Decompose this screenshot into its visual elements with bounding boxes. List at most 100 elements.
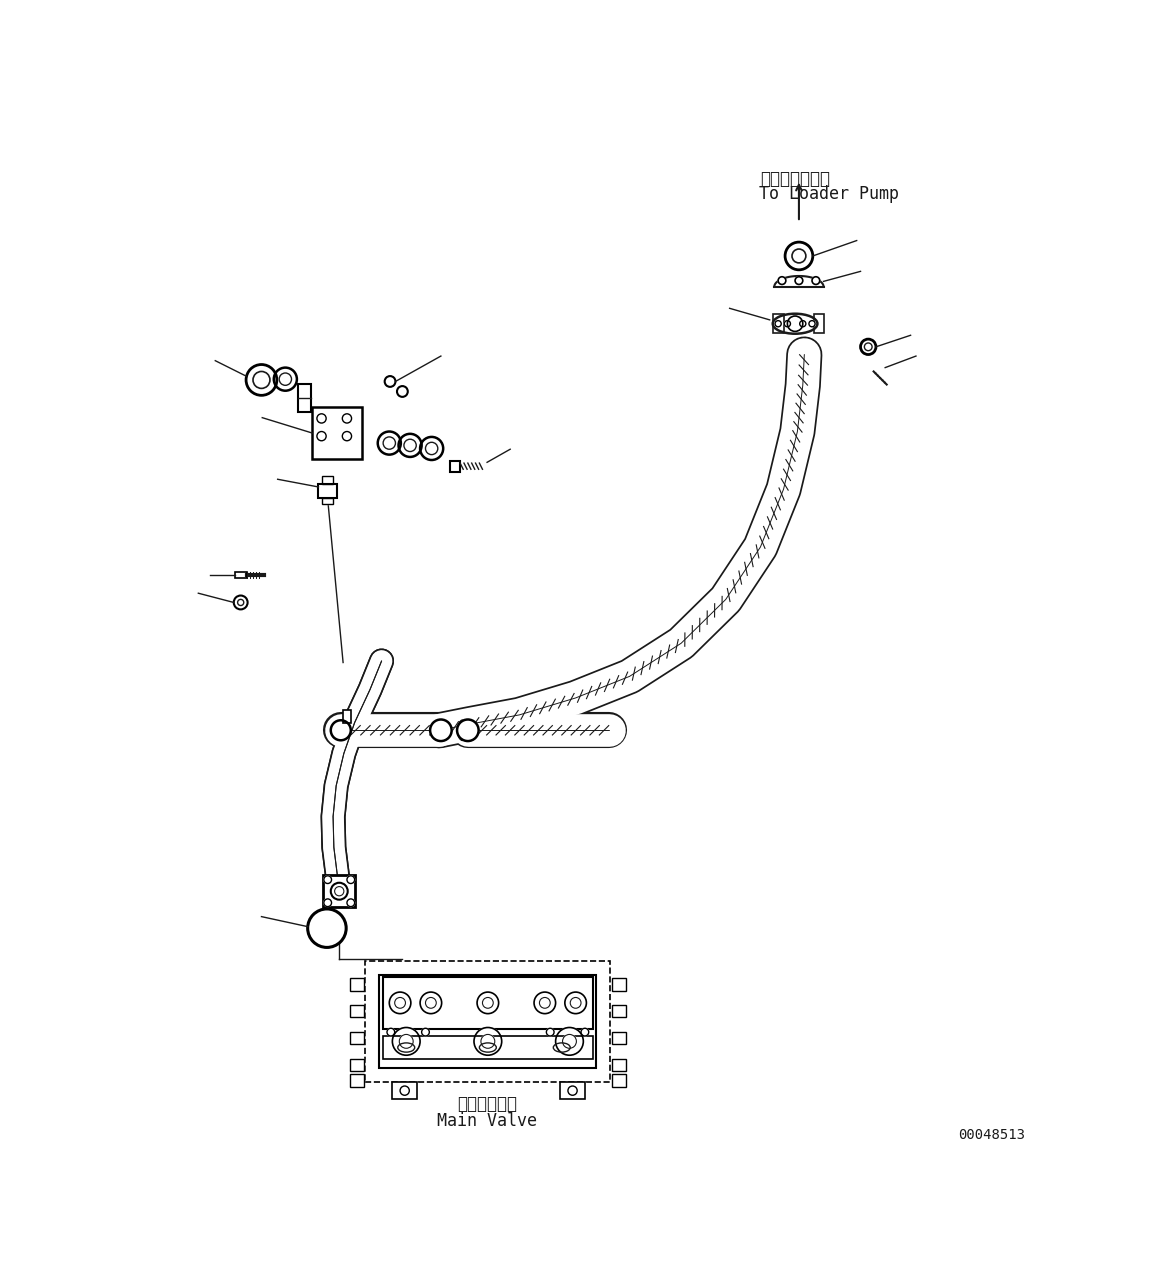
Bar — [313, 406, 363, 459]
Circle shape — [457, 719, 479, 741]
Circle shape — [556, 1028, 584, 1056]
Bar — [319, 484, 337, 498]
Circle shape — [378, 432, 401, 455]
Bar — [350, 979, 364, 990]
Circle shape — [387, 1029, 394, 1037]
Circle shape — [547, 1029, 554, 1037]
Circle shape — [568, 1085, 577, 1096]
Bar — [365, 961, 611, 1083]
Circle shape — [809, 320, 815, 327]
Circle shape — [347, 876, 355, 883]
Bar — [313, 406, 363, 459]
Bar — [322, 498, 333, 504]
Bar — [561, 1083, 585, 1100]
Bar — [299, 383, 311, 412]
Bar — [323, 874, 356, 908]
Bar — [343, 710, 351, 723]
Bar — [350, 1033, 364, 1044]
Bar — [612, 1006, 626, 1017]
Bar — [322, 476, 333, 484]
Circle shape — [426, 442, 437, 455]
Ellipse shape — [398, 1043, 415, 1052]
Circle shape — [812, 276, 820, 284]
Circle shape — [316, 414, 326, 423]
Circle shape — [540, 998, 550, 1008]
Bar — [450, 460, 461, 472]
Bar — [350, 1060, 364, 1071]
Text: ローダポンプへ: ローダポンプへ — [761, 170, 830, 188]
Bar — [772, 315, 784, 333]
Bar — [322, 498, 333, 504]
Bar — [612, 1060, 626, 1071]
Circle shape — [570, 998, 582, 1008]
Circle shape — [795, 276, 802, 284]
Bar — [350, 1033, 364, 1044]
Circle shape — [404, 440, 416, 451]
Circle shape — [784, 320, 791, 327]
Circle shape — [308, 909, 347, 948]
Circle shape — [475, 1028, 501, 1056]
Circle shape — [775, 320, 782, 327]
Circle shape — [778, 276, 786, 284]
Text: メインバルブ: メインバルブ — [457, 1096, 518, 1114]
Circle shape — [426, 998, 436, 1008]
Bar — [612, 1033, 626, 1044]
Circle shape — [420, 437, 443, 460]
Bar — [814, 315, 825, 333]
Bar — [612, 1075, 626, 1087]
Bar — [319, 484, 337, 498]
Bar — [379, 975, 597, 1069]
Circle shape — [279, 373, 292, 386]
Circle shape — [399, 433, 422, 457]
Circle shape — [392, 1028, 420, 1056]
Circle shape — [792, 249, 806, 262]
Ellipse shape — [554, 1043, 570, 1052]
Circle shape — [273, 368, 297, 391]
Bar — [350, 1006, 364, 1017]
Bar — [612, 1006, 626, 1017]
Bar — [365, 961, 611, 1083]
Circle shape — [397, 386, 408, 397]
Circle shape — [335, 886, 344, 896]
Circle shape — [420, 992, 442, 1013]
Circle shape — [400, 1085, 409, 1096]
Circle shape — [394, 998, 406, 1008]
Text: Main Valve: Main Valve — [437, 1112, 537, 1130]
Circle shape — [330, 882, 348, 900]
Bar — [322, 476, 333, 484]
Bar — [612, 1033, 626, 1044]
Circle shape — [800, 320, 806, 327]
Circle shape — [534, 992, 556, 1013]
Text: 00048513: 00048513 — [958, 1128, 1026, 1142]
Bar — [612, 979, 626, 990]
Bar — [343, 710, 351, 723]
Circle shape — [390, 992, 411, 1013]
Bar — [383, 1037, 593, 1060]
Circle shape — [430, 719, 451, 741]
Circle shape — [861, 340, 876, 355]
Bar — [235, 572, 247, 577]
Circle shape — [785, 242, 813, 270]
Bar — [383, 976, 593, 1029]
Ellipse shape — [458, 720, 468, 741]
Circle shape — [347, 899, 355, 907]
Bar — [383, 976, 593, 1029]
Circle shape — [582, 1029, 588, 1037]
Bar — [383, 1037, 593, 1060]
Circle shape — [787, 316, 802, 332]
Circle shape — [483, 998, 493, 1008]
Bar — [350, 979, 364, 990]
Circle shape — [316, 432, 326, 441]
Bar — [392, 1083, 418, 1100]
Bar — [323, 874, 356, 908]
Circle shape — [323, 876, 331, 883]
Bar — [350, 1075, 364, 1087]
Ellipse shape — [479, 1043, 497, 1052]
Bar — [350, 1006, 364, 1017]
Bar — [379, 975, 597, 1069]
Bar — [612, 1060, 626, 1071]
Circle shape — [864, 343, 872, 351]
Bar — [350, 1060, 364, 1071]
Circle shape — [565, 992, 586, 1013]
Bar — [392, 1083, 418, 1100]
